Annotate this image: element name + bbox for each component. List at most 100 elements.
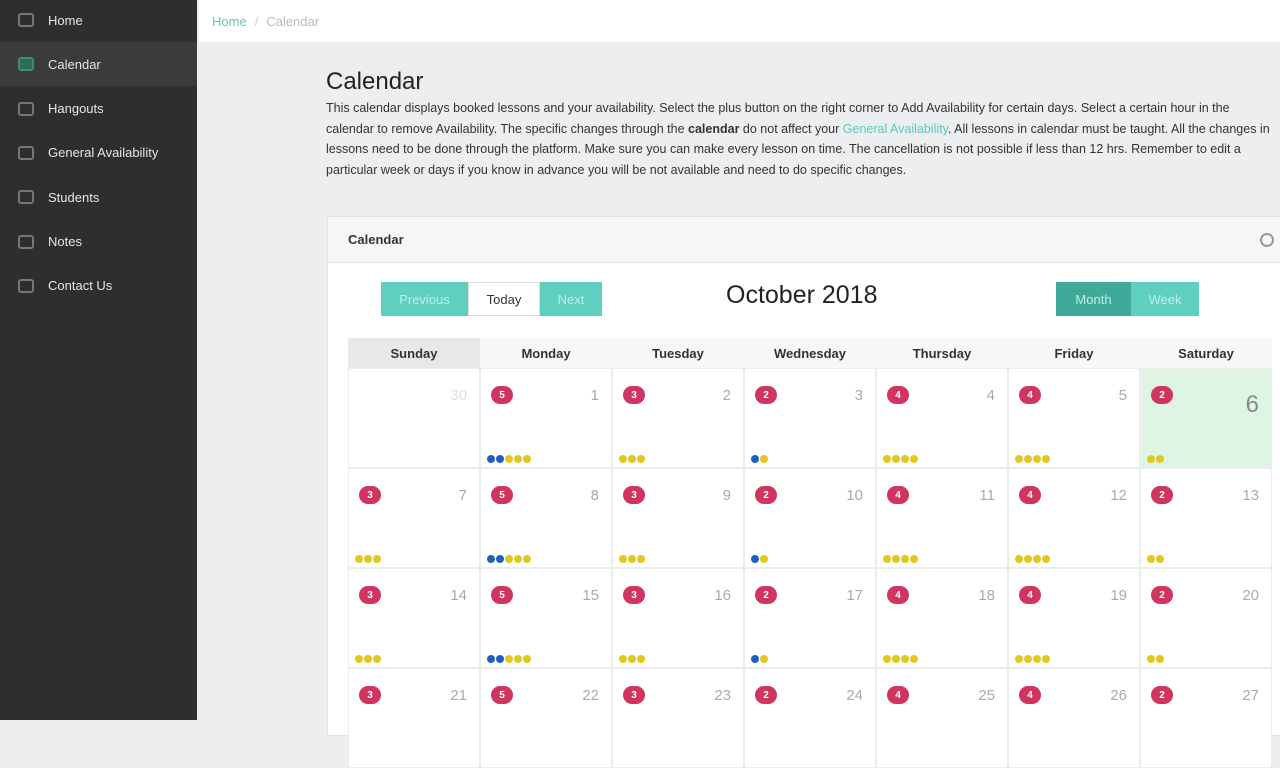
day-cell[interactable]: 10 2 <box>744 468 876 568</box>
weekday-header: Sunday Monday Tuesday Wednesday Thursday Frid… <box>348 338 1272 368</box>
calendar-grid: Sunday Monday Tuesday Wednesday Thursday Frid… <box>348 338 1272 768</box>
sidebar-item-label: General Availability <box>48 145 159 161</box>
lesson-count-badge[interactable]: 3 <box>623 386 645 404</box>
lesson-count-badge[interactable]: 4 <box>1019 586 1041 604</box>
day-cell[interactable]: 19 4 <box>1008 568 1140 668</box>
day-number: 16 <box>714 587 731 604</box>
sidebar-item-label: Hangouts <box>48 101 104 117</box>
lesson-count-badge[interactable]: 4 <box>887 486 909 504</box>
lesson-count-badge[interactable]: 2 <box>1151 686 1173 704</box>
day-cell[interactable]: 27 2 <box>1140 668 1272 768</box>
next-button[interactable]: Next <box>540 282 602 316</box>
previous-button[interactable]: Previous <box>381 282 468 316</box>
lesson-count-badge[interactable]: 2 <box>1151 386 1173 404</box>
lesson-count-badge[interactable]: 5 <box>491 486 513 504</box>
available-dot <box>910 655 918 663</box>
sidebar-item-hangouts[interactable]: Hangouts <box>0 87 197 131</box>
availability-dots <box>751 455 768 463</box>
card-header: Calendar <box>328 217 1280 263</box>
day-cell[interactable]: 23 3 <box>612 668 744 768</box>
day-cell[interactable]: 18 4 <box>876 568 1008 668</box>
lesson-count-badge[interactable]: 2 <box>755 386 777 404</box>
lesson-count-badge[interactable]: 3 <box>359 586 381 604</box>
available-dot <box>355 555 363 563</box>
general-availability-link[interactable]: General Availability <box>842 121 948 136</box>
day-cell[interactable]: 21 3 <box>348 668 480 768</box>
day-cell[interactable]: 17 2 <box>744 568 876 668</box>
day-number: 25 <box>978 687 995 704</box>
booked-dot <box>751 655 759 663</box>
settings-icon[interactable] <box>1260 233 1274 247</box>
day-cell[interactable]: 24 2 <box>744 668 876 768</box>
sidebar-item-general-availability[interactable]: General Availability <box>0 131 197 175</box>
day-cell[interactable]: 20 2 <box>1140 568 1272 668</box>
lesson-count-badge[interactable]: 4 <box>1019 686 1041 704</box>
week-row: 7 3 8 5 9 3 10 2 11 4 12 4 13 2 <box>348 468 1272 568</box>
day-cell[interactable]: 16 3 <box>612 568 744 668</box>
lesson-count-badge[interactable]: 4 <box>1019 486 1041 504</box>
availability-dots <box>487 555 531 563</box>
lesson-count-badge[interactable]: 2 <box>755 686 777 704</box>
available-dot <box>1042 555 1050 563</box>
lesson-count-badge[interactable]: 3 <box>623 486 645 504</box>
sidebar-item-contact-us[interactable]: Contact Us <box>0 264 197 308</box>
sidebar-item-home[interactable]: Home <box>0 0 197 42</box>
available-dot <box>892 555 900 563</box>
lesson-count-badge[interactable]: 5 <box>491 586 513 604</box>
weekday-label: Wednesday <box>744 338 876 368</box>
lesson-count-badge[interactable]: 5 <box>491 386 513 404</box>
day-number: 21 <box>450 687 467 704</box>
day-cell[interactable]: 22 5 <box>480 668 612 768</box>
sidebar-item-label: Contact Us <box>48 278 113 294</box>
breadcrumb-home[interactable]: Home <box>212 13 247 29</box>
available-dot <box>619 455 627 463</box>
day-cell[interactable]: 12 4 <box>1008 468 1140 568</box>
sidebar-item-calendar[interactable]: Calendar <box>0 42 197 87</box>
week-view-button[interactable]: Week <box>1131 282 1199 316</box>
lesson-count-badge[interactable]: 3 <box>359 686 381 704</box>
students-icon <box>18 190 34 205</box>
day-cell[interactable]: 26 4 <box>1008 668 1140 768</box>
availability-dots <box>487 655 531 663</box>
available-dot <box>505 655 513 663</box>
day-cell[interactable]: 14 3 <box>348 568 480 668</box>
day-cell[interactable]: 13 2 <box>1140 468 1272 568</box>
today-button[interactable]: Today <box>468 282 540 316</box>
month-view-button[interactable]: Month <box>1056 282 1131 316</box>
lesson-count-badge[interactable]: 3 <box>623 586 645 604</box>
lesson-count-badge[interactable]: 2 <box>755 486 777 504</box>
available-dot <box>628 655 636 663</box>
weekday-label: Friday <box>1008 338 1140 368</box>
day-cell[interactable]: 15 5 <box>480 568 612 668</box>
lesson-count-badge[interactable]: 2 <box>1151 586 1173 604</box>
lesson-count-badge[interactable]: 4 <box>887 686 909 704</box>
lesson-count-badge[interactable]: 3 <box>359 486 381 504</box>
lesson-count-badge[interactable]: 4 <box>887 586 909 604</box>
day-cell[interactable]: 30 <box>348 368 480 468</box>
day-cell[interactable]: 11 4 <box>876 468 1008 568</box>
breadcrumb-current: Calendar <box>266 13 320 29</box>
available-dot <box>760 655 768 663</box>
lesson-count-badge[interactable]: 4 <box>887 386 909 404</box>
lesson-count-badge[interactable]: 3 <box>623 686 645 704</box>
lesson-count-badge[interactable]: 5 <box>491 686 513 704</box>
day-number: 7 <box>458 487 467 504</box>
day-cell[interactable]: 25 4 <box>876 668 1008 768</box>
available-dot <box>760 455 768 463</box>
sidebar-item-notes[interactable]: Notes <box>0 220 197 264</box>
available-dot <box>523 555 531 563</box>
lesson-count-badge[interactable]: 2 <box>755 586 777 604</box>
available-dot <box>1015 655 1023 663</box>
lesson-count-badge[interactable]: 4 <box>1019 386 1041 404</box>
sidebar-item-students[interactable]: Students <box>0 175 197 219</box>
lesson-count-badge[interactable]: 2 <box>1151 486 1173 504</box>
